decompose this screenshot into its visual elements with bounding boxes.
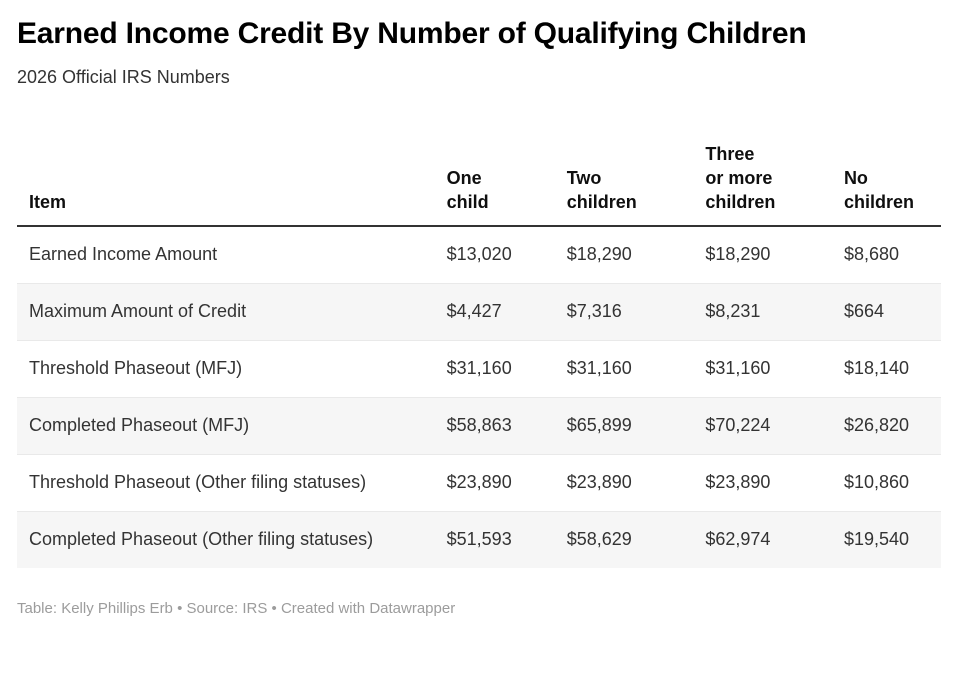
value-cell: $31,160 xyxy=(446,358,512,379)
table-row: Completed Phaseout (Other filing statuse… xyxy=(17,511,941,568)
column-header-item: Item xyxy=(17,143,435,228)
value-cell: $65,899 xyxy=(566,415,632,436)
row-label: Earned Income Amount xyxy=(29,244,218,265)
table-row: Earned Income Amount $13,020 $18,290 $18… xyxy=(17,226,941,284)
table-row: Maximum Amount of Credit $4,427 $7,316 $… xyxy=(17,283,941,341)
value-cell: $10,860 xyxy=(843,471,910,492)
row-label: Completed Phaseout (MFJ) xyxy=(29,415,250,436)
row-label: Completed Phaseout (Other filing statuse… xyxy=(29,528,374,549)
value-cell: $62,974 xyxy=(705,528,771,549)
column-header-one-child: One child xyxy=(434,143,555,228)
value-cell: $31,160 xyxy=(566,358,632,379)
chart-subtitle: 2026 Official IRS Numbers xyxy=(17,67,230,87)
value-cell: $7,316 xyxy=(566,301,622,322)
page-title: Earned Income Credit By Number of Qualif… xyxy=(17,17,807,50)
value-cell: $51,593 xyxy=(446,528,512,549)
value-cell: $664 xyxy=(843,301,884,322)
column-header-no-children: No children xyxy=(831,143,941,228)
value-cell: $8,231 xyxy=(705,301,761,322)
row-label: Maximum Amount of Credit xyxy=(29,301,247,322)
value-cell: $13,020 xyxy=(446,244,512,265)
value-cell: $58,629 xyxy=(566,528,632,549)
value-cell: $4,427 xyxy=(446,301,502,322)
value-cell: $23,890 xyxy=(705,471,771,492)
value-cell: $23,890 xyxy=(566,471,632,492)
table-header-row: Item One child Two children Three or mor… xyxy=(17,143,941,228)
value-cell: $58,863 xyxy=(446,415,512,436)
table-row: Threshold Phaseout (Other filing statuse… xyxy=(17,454,941,512)
value-cell: $31,160 xyxy=(705,358,771,379)
row-label: Threshold Phaseout (MFJ) xyxy=(29,358,243,379)
value-cell: $26,820 xyxy=(843,415,910,436)
column-header-three-or-more: Three or more children xyxy=(693,143,832,228)
value-cell: $8,680 xyxy=(843,244,899,265)
value-cell: $18,290 xyxy=(566,244,632,265)
value-cell: $18,290 xyxy=(705,244,771,265)
table-row: Threshold Phaseout (MFJ) $31,160 $31,160… xyxy=(17,341,941,398)
row-label: Threshold Phaseout (Other filing statuse… xyxy=(29,471,367,492)
attribution-footer: Table: Kelly Phillips Erb • Source: IRS … xyxy=(17,599,456,617)
value-cell: $19,540 xyxy=(843,528,910,549)
column-header-two-children: Two children xyxy=(554,143,694,228)
value-cell: $18,140 xyxy=(843,358,910,379)
value-cell: $70,224 xyxy=(705,415,771,436)
table-row: Completed Phaseout (MFJ) $58,863 $65,899… xyxy=(17,397,941,455)
datawrapper-table-widget: Earned Income Credit By Number of Qualif… xyxy=(17,17,941,617)
eic-table: Item One child Two children Three or mor… xyxy=(17,143,941,568)
value-cell: $23,890 xyxy=(446,471,512,492)
